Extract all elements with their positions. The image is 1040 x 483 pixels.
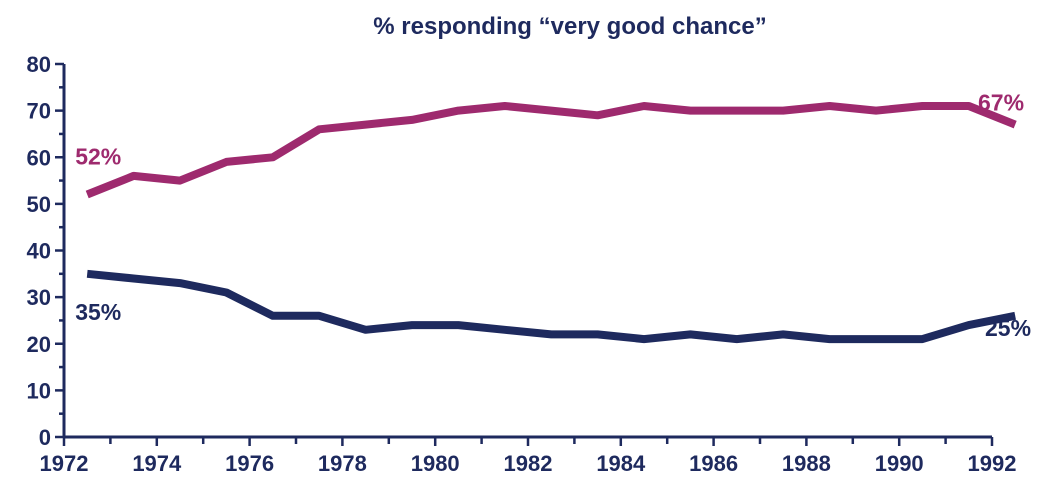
y-tick-label: 30 [27,285,51,310]
y-tick-label: 40 [27,239,51,264]
series-2-end-label: 25% [985,315,1031,341]
y-tick-label: 20 [27,332,51,357]
labels-layer: 52% 67% 35% 25% [75,90,1031,341]
series-1-start-label: 52% [75,144,121,170]
series-layer [85,102,1017,344]
chart-title: % responding “very good chance” [373,13,766,40]
x-tick-label: 1988 [782,451,831,476]
x-tick-label: 1990 [875,451,924,476]
y-tick-label: 80 [27,52,51,77]
x-tick-label: 1982 [504,451,553,476]
series-2-start-label: 35% [75,299,121,325]
y-tick-label: 50 [27,192,51,217]
x-tick-label: 1980 [411,451,460,476]
x-tick-label: 1976 [225,451,274,476]
axes: 0 10 20 30 40 50 60 70 80 1972 1974 1976 1978 1980 198… [27,52,1017,476]
series-1-end-label: 67% [978,90,1024,116]
x-tick-label: 1992 [968,451,1017,476]
y-tick-label: 0 [39,425,51,450]
y-tick-label: 70 [27,99,51,124]
x-tick-label: 1972 [40,451,89,476]
series-line-1 [85,102,1017,199]
x-tick-label: 1984 [596,451,646,476]
x-tick-label: 1986 [689,451,738,476]
series-line-2 [86,269,1016,344]
x-tick-label: 1974 [132,451,182,476]
y-tick-label: 10 [27,378,51,403]
x-tick-label: 1978 [318,451,367,476]
y-tick-label: 60 [27,145,51,170]
